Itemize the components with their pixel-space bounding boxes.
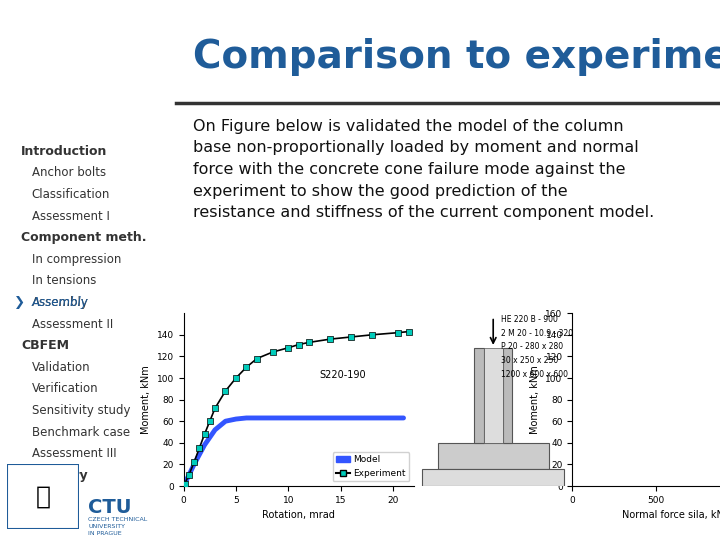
- Text: Summary: Summary: [21, 469, 88, 482]
- Point: [251, 354, 263, 363]
- Text: Assembly: Assembly: [32, 296, 89, 309]
- Bar: [484, 348, 503, 443]
- Point: [293, 340, 305, 349]
- Text: CTU: CTU: [89, 498, 132, 517]
- Point: [194, 444, 205, 453]
- Text: 🦁: 🦁: [36, 485, 50, 509]
- Text: S220-190: S220-190: [320, 370, 366, 380]
- Point: [183, 471, 194, 480]
- Text: CZECH TECHNICAL
UNIVERSITY
IN PRAGUE: CZECH TECHNICAL UNIVERSITY IN PRAGUE: [89, 517, 148, 536]
- Bar: [474, 348, 484, 443]
- Text: 2 M 20 - 10.9 - 320: 2 M 20 - 10.9 - 320: [501, 329, 573, 338]
- Point: [189, 458, 200, 467]
- Point: [267, 348, 279, 356]
- Text: HE 220 B - 900: HE 220 B - 900: [501, 315, 558, 324]
- Point: [199, 430, 210, 438]
- Point: [204, 417, 215, 426]
- Point: [179, 480, 190, 488]
- Y-axis label: Moment, kNm: Moment, kNm: [530, 365, 540, 434]
- Text: CBFEM: CBFEM: [21, 339, 69, 352]
- Text: Verification: Verification: [32, 382, 99, 395]
- Point: [282, 343, 294, 352]
- Bar: [438, 443, 549, 469]
- Point: [220, 387, 231, 395]
- Bar: [422, 469, 564, 486]
- Text: Assessment II: Assessment II: [32, 318, 113, 330]
- Point: [210, 404, 221, 413]
- Text: Assessment I: Assessment I: [32, 210, 109, 222]
- Text: Assembly: Assembly: [32, 296, 89, 309]
- X-axis label: Normal force sila, kN: Normal force sila, kN: [622, 510, 720, 520]
- Point: [403, 327, 415, 336]
- Text: In compression: In compression: [32, 253, 121, 266]
- Text: Validation: Validation: [32, 361, 91, 374]
- Text: ❯: ❯: [14, 296, 25, 309]
- Text: Benchmark case: Benchmark case: [32, 426, 130, 438]
- Text: 30 x 250 x 250: 30 x 250 x 250: [501, 356, 559, 366]
- Point: [230, 374, 242, 382]
- Text: Component meth.: Component meth.: [21, 231, 147, 244]
- Point: [346, 333, 357, 341]
- Point: [392, 328, 404, 337]
- Text: Anchor bolts: Anchor bolts: [32, 166, 106, 179]
- Point: [366, 330, 378, 339]
- Bar: [503, 348, 512, 443]
- Text: P 20 - 280 x 280: P 20 - 280 x 280: [501, 342, 563, 352]
- Text: Sensitivity study: Sensitivity study: [32, 404, 130, 417]
- Point: [304, 338, 315, 347]
- Text: Comparison to experiment: Comparison to experiment: [193, 38, 720, 76]
- Text: In tensions: In tensions: [32, 274, 96, 287]
- Text: Introduction: Introduction: [21, 145, 107, 158]
- Text: 1200 x 600 x 600: 1200 x 600 x 600: [501, 370, 568, 379]
- Text: Classification: Classification: [32, 188, 110, 201]
- Legend: Model, Experiment: Model, Experiment: [333, 452, 410, 482]
- Point: [325, 335, 336, 343]
- X-axis label: Rotation, mrad: Rotation, mrad: [262, 510, 336, 520]
- Y-axis label: Moment, kNm: Moment, kNm: [141, 365, 151, 434]
- Text: Assessment III: Assessment III: [32, 447, 117, 460]
- Text: On Figure below is validated the model of the column
base non-proportionally loa: On Figure below is validated the model o…: [193, 119, 654, 220]
- Point: [240, 363, 252, 372]
